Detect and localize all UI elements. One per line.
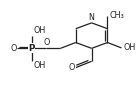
Text: O: O bbox=[69, 63, 75, 72]
Text: OH: OH bbox=[123, 43, 135, 52]
Text: OH: OH bbox=[34, 61, 46, 70]
Text: N: N bbox=[89, 13, 95, 22]
Text: P: P bbox=[29, 44, 35, 53]
Text: OH: OH bbox=[34, 26, 46, 35]
Text: O: O bbox=[10, 44, 17, 53]
Text: O: O bbox=[43, 38, 50, 47]
Text: CH₃: CH₃ bbox=[110, 11, 124, 20]
